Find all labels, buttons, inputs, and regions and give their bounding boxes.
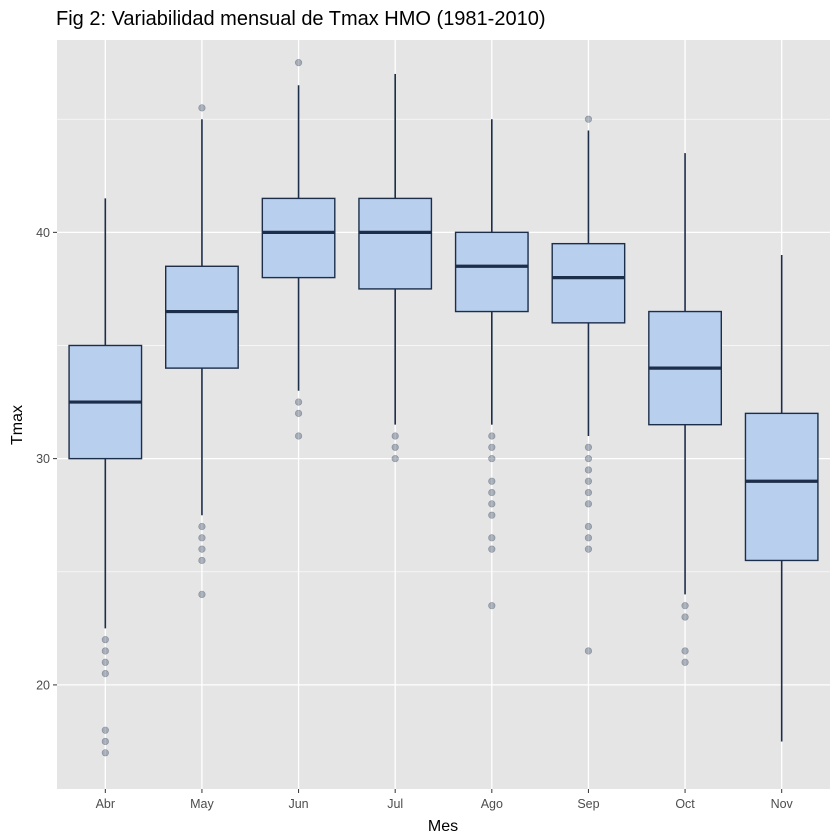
x-axis-title: Mes: [428, 818, 458, 835]
outlier-point: [584, 522, 593, 531]
outlier-point: [101, 658, 109, 666]
outlier-point: [584, 477, 593, 485]
box-Jun: [261, 59, 336, 440]
box-Oct: [648, 153, 722, 666]
outlier-point: [584, 488, 593, 497]
outlier-point: [294, 398, 303, 406]
outlier-point: [488, 477, 496, 485]
outlier-point: [681, 647, 689, 655]
iqr-box: [261, 197, 336, 279]
outlier-point: [681, 658, 689, 666]
x-tick-label: Jun: [288, 797, 308, 811]
outlier-point: [584, 545, 593, 553]
y-axis-ticks: 20 30 40: [36, 226, 57, 692]
x-tick-label: Ago: [481, 797, 503, 811]
outlier-point: [391, 455, 399, 463]
box-Jul: [358, 73, 433, 463]
iqr-box: [358, 197, 433, 290]
outlier-point: [294, 409, 303, 417]
iqr-box: [551, 242, 626, 324]
outlier-point: [294, 432, 303, 440]
outlier-point: [198, 545, 206, 553]
y-axis-title: Tmax: [9, 405, 26, 445]
outlier-point: [488, 455, 496, 463]
outlier-point: [391, 443, 399, 451]
x-tick-label: Nov: [771, 797, 794, 811]
x-tick-label: May: [190, 797, 214, 811]
x-tick-label: Jul: [387, 797, 403, 811]
outlier-point: [488, 534, 496, 542]
outlier-point: [681, 602, 689, 610]
outlier-point: [101, 749, 109, 757]
outlier-point: [584, 466, 593, 474]
outlier-point: [488, 500, 496, 508]
iqr-box: [454, 231, 529, 313]
x-tick-label: Sep: [577, 797, 599, 811]
outlier-point: [198, 104, 206, 112]
box-Ago: [454, 119, 529, 610]
chart-title: Fig 2: Variabilidad mensual de Tmax HMO …: [56, 8, 546, 30]
outlier-point: [488, 511, 496, 519]
outlier-point: [681, 613, 689, 621]
outlier-point: [101, 726, 109, 734]
outlier-point: [101, 636, 109, 644]
outlier-point: [584, 455, 593, 463]
box-Nov: [744, 254, 819, 742]
outlier-point: [584, 115, 593, 123]
box-May: [165, 104, 239, 598]
outlier-point: [391, 432, 399, 440]
outlier-point: [198, 534, 206, 542]
iqr-box: [165, 265, 239, 369]
iqr-box: [744, 412, 819, 562]
box-Sep: [551, 115, 626, 655]
outlier-point: [101, 669, 109, 678]
y-tick-label: 40: [36, 226, 50, 240]
x-axis-ticks: Abr May Jun Jul Ago Sep Oct Nov: [96, 789, 794, 811]
y-tick-label: 30: [36, 452, 50, 466]
outlier-point: [488, 443, 496, 451]
outlier-point: [584, 443, 593, 451]
outlier-point: [488, 488, 496, 497]
outlier-point: [101, 737, 109, 746]
outlier-point: [198, 556, 206, 565]
outlier-point: [198, 522, 206, 531]
outlier-point: [101, 647, 109, 655]
box-Abr: [68, 198, 143, 757]
x-tick-label: Abr: [96, 797, 115, 811]
x-tick-label: Oct: [675, 797, 695, 811]
outlier-point: [488, 602, 496, 610]
boxes: [68, 59, 819, 757]
outlier-point: [488, 432, 496, 440]
outlier-point: [198, 590, 206, 598]
outlier-point: [584, 647, 593, 655]
outlier-point: [584, 500, 593, 508]
y-tick-label: 20: [36, 678, 50, 692]
outlier-point: [488, 545, 496, 553]
outlier-point: [584, 534, 593, 542]
outlier-point: [294, 59, 303, 67]
